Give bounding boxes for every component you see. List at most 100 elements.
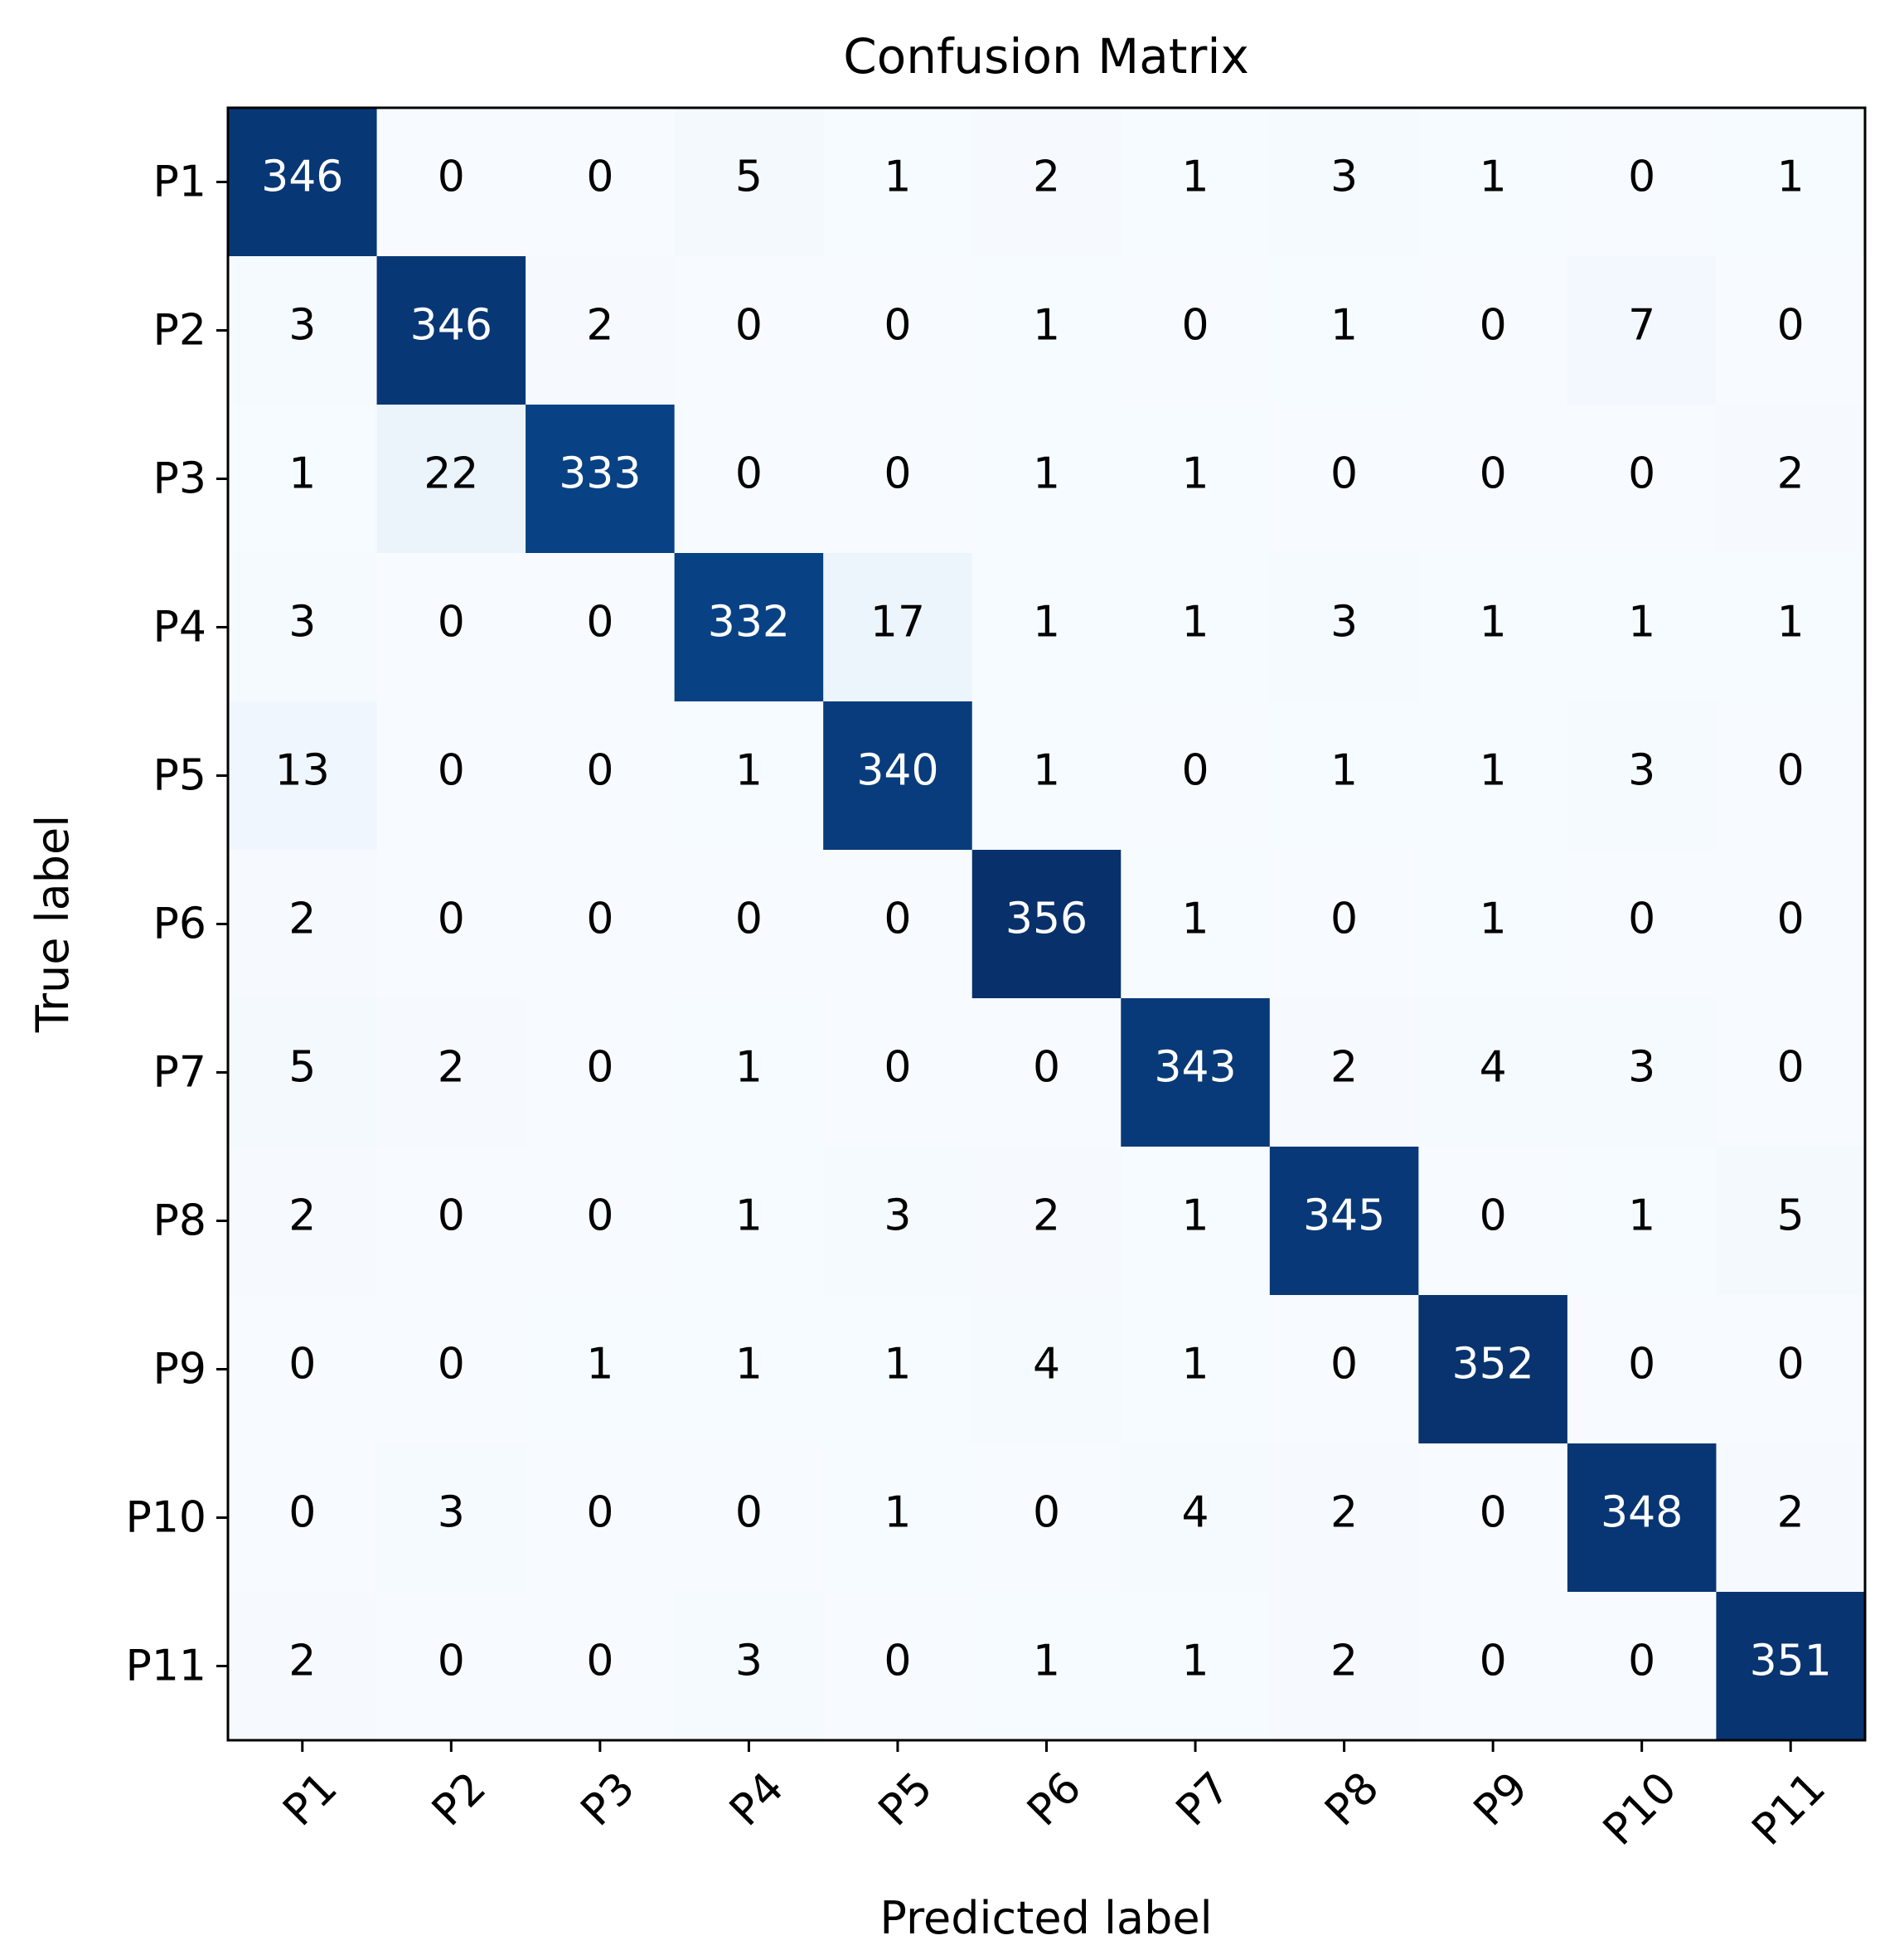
heatmap-cell [971,1592,1122,1741]
heatmap-cell [674,998,824,1147]
cell-value-label: 3 [735,1637,763,1686]
heatmap-cell-labels: 346 0 0 5 1 2 1 3 1 0 13 346 2 0 0 1 0 1 0 7 01 22 333 0 0 1 1 0 0 0 2… [261,153,1832,1686]
heatmap-cell [1716,998,1866,1147]
heatmap-cell [971,701,1122,851]
cell-value-label: 1 [1182,895,1209,944]
heatmap-cell [1716,256,1866,405]
y-axis-label: True label [27,815,79,1033]
heatmap-cell [1269,701,1419,851]
heatmap-cell [376,108,526,257]
heatmap-cells [228,108,1866,1741]
heatmap-cell [376,1147,526,1296]
cell-value-label: 1 [586,1340,613,1390]
cell-value-label: 1 [1480,895,1507,944]
cell-value-label: 0 [884,449,911,499]
x-axis-ticks: P1 P2 P3 P4 P5 P6 P7 P8 P9 P10 P11 [274,1740,1835,1855]
cell-value-label: 0 [586,1043,613,1093]
cell-value-label: 0 [884,895,911,944]
heatmap-cell [526,108,676,257]
heatmap-cell [823,108,973,257]
cell-value-label: 0 [1330,895,1358,944]
cell-value-label: 1 [1480,598,1507,648]
heatmap-cell [1567,1592,1717,1741]
heatmap-cell [376,256,526,405]
heatmap-cell [823,1295,973,1444]
heatmap-cell [674,1295,824,1444]
heatmap-cell [971,553,1122,702]
cell-value-label: 3 [288,301,316,351]
heatmap-cell [1567,1295,1717,1444]
heatmap-cell [1418,1147,1568,1296]
cell-value-label: 1 [884,1340,911,1390]
cell-value-label: 0 [586,746,613,796]
heatmap-cell [228,1592,378,1741]
cell-value-label: 1 [735,1191,763,1241]
heatmap-cell [376,850,526,999]
heatmap-cell [971,108,1122,257]
cell-value-label: 0 [1033,1488,1060,1538]
heatmap-cell [971,1147,1122,1296]
cell-value-label: 0 [438,895,465,944]
heatmap-cell [971,405,1122,554]
cell-value-label: 7 [1628,301,1655,351]
heatmap-cell [823,405,973,554]
heatmap-cell [1716,701,1866,851]
heatmap-cell [1418,1295,1568,1444]
x-tick-label: P4 [720,1763,793,1836]
heatmap-cell [1418,998,1568,1147]
heatmap-cell [1716,1295,1866,1444]
cell-value-label: 3 [288,598,316,648]
heatmap-cell [1121,108,1271,257]
y-tick-label: P4 [153,603,206,652]
cell-value-label: 2 [288,895,316,944]
heatmap-cell [1418,405,1568,554]
cell-value-label: 1 [1033,746,1060,796]
cell-value-label: 0 [1033,1043,1060,1093]
heatmap-cell [1121,1147,1271,1296]
heatmap-cell [376,1592,526,1741]
cell-value-label: 1 [1330,746,1358,796]
heatmap-cell [1269,256,1419,405]
cell-value-label: 2 [1330,1043,1358,1093]
cell-value-label: 0 [884,1043,911,1093]
cell-value-label: 1 [1480,746,1507,796]
heatmap-cell [823,701,973,851]
x-tick-label: P11 [1743,1763,1835,1855]
cell-value-label: 2 [586,301,613,351]
x-tick-label: P9 [1465,1763,1538,1836]
heatmap-cell [1567,553,1717,702]
heatmap-cell [1121,405,1271,554]
cell-value-label: 1 [1033,598,1060,648]
heatmap-cell [1418,850,1568,999]
cell-value-label: 2 [1330,1488,1358,1538]
heatmap-cell [526,998,676,1147]
heatmap-cell [1121,256,1271,405]
heatmap-cell [1716,108,1866,257]
x-tick-label: P6 [1018,1763,1091,1836]
heatmap-cell [526,553,676,702]
heatmap-cell [228,701,378,851]
heatmap-cell [1716,1147,1866,1296]
heatmap-cell [1567,701,1717,851]
heatmap-cell [823,553,973,702]
heatmap-cell [823,1147,973,1296]
heatmap-cell [1269,1592,1419,1741]
heatmap-cell [971,998,1122,1147]
heatmap-cell [228,998,378,1147]
cell-value-label: 0 [1480,1637,1507,1686]
cell-value-label: 3 [1628,1043,1655,1093]
heatmap-cell [823,850,973,999]
cell-value-label: 3 [1330,153,1358,202]
heatmap-cell [971,256,1122,405]
y-tick-label: P3 [153,454,206,504]
x-axis-label: Predicted label [879,1892,1212,1944]
cell-value-label: 17 [870,598,925,648]
heatmap-cell [526,850,676,999]
heatmap-cell [228,1295,378,1444]
cell-value-label: 2 [288,1191,316,1241]
cell-value-label: 0 [586,895,613,944]
cell-value-label: 2 [1033,1191,1060,1241]
cell-value-label: 0 [1628,895,1655,944]
cell-value-label: 343 [1154,1043,1236,1093]
cell-value-label: 0 [1777,1043,1805,1093]
